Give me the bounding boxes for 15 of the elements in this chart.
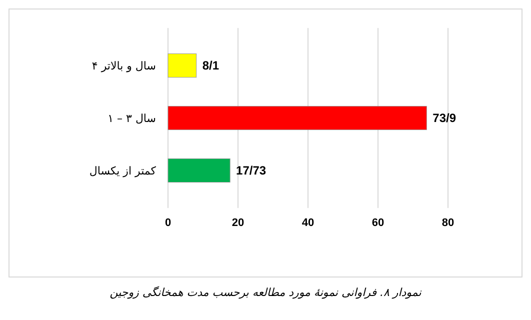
x-tick-label: 20 [232, 217, 244, 229]
x-tick-label: 0 [164, 217, 172, 229]
data-label: 17/73 [236, 164, 266, 178]
data-label: 8/1 [202, 58, 220, 73]
bar [168, 158, 230, 183]
y-tick-label: کمتر از یکسال [89, 164, 157, 178]
bar [168, 106, 427, 130]
y-tick-label: ۴ سال و بالاتر [92, 59, 156, 72]
x-tick-label: 60 [372, 217, 384, 229]
text: نمودار ۸. فراوانی نمونهٔ مورد مطالعه برحسب مدت همخانگی زوجین [110, 286, 422, 299]
y-tick-label: ۱ – ۳ سال [108, 112, 156, 125]
data-label: 73/9 [432, 111, 456, 126]
x-tick-label: 40 [302, 217, 314, 229]
x-tick-label: 80 [442, 217, 454, 229]
bar [168, 53, 197, 78]
